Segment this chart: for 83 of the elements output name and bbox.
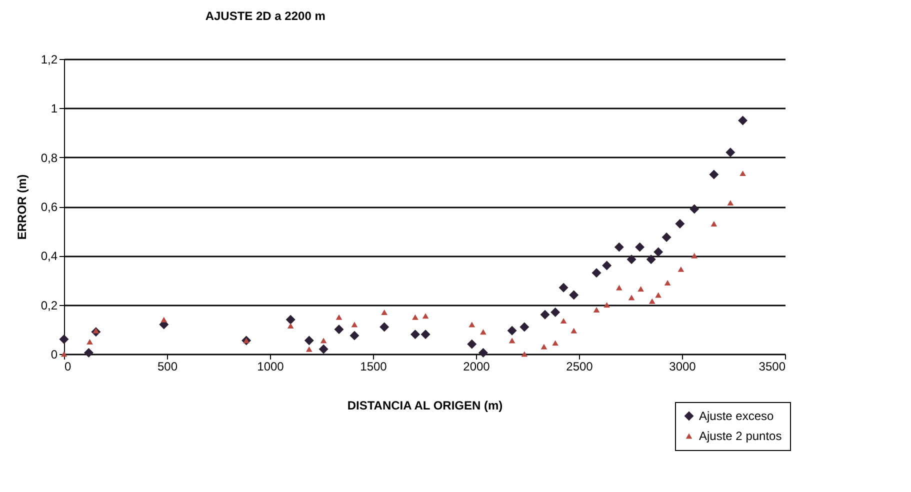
point — [648, 298, 656, 304]
point — [286, 314, 296, 324]
point — [550, 307, 560, 317]
point — [540, 310, 550, 320]
point — [420, 330, 430, 340]
point — [467, 339, 477, 349]
legend-label: Ajuste 2 puntos — [699, 429, 782, 443]
y-tick-label: 1,2 — [40, 52, 58, 66]
point — [570, 328, 578, 334]
x-tick-label: 2000 — [463, 360, 490, 374]
x-tick-label: 500 — [157, 360, 178, 374]
point — [306, 346, 312, 352]
point — [614, 242, 624, 252]
point — [86, 338, 93, 344]
point — [604, 302, 610, 308]
point — [478, 348, 488, 358]
point — [635, 242, 645, 252]
point — [412, 314, 418, 320]
point — [691, 252, 698, 258]
point — [626, 254, 636, 264]
point — [410, 330, 420, 340]
point — [468, 322, 476, 328]
point — [380, 322, 390, 332]
point — [334, 324, 344, 334]
point — [521, 351, 528, 357]
point — [160, 316, 168, 322]
point — [552, 340, 558, 346]
x-tick-label: 1000 — [257, 360, 284, 374]
point — [690, 204, 700, 214]
point — [92, 328, 100, 334]
y-tick-label: 0,6 — [40, 200, 58, 214]
legend-label: Ajuste exceso — [699, 409, 774, 423]
point — [84, 348, 94, 358]
point — [593, 307, 600, 312]
point — [350, 330, 360, 340]
x-tick-label: 3000 — [669, 360, 696, 374]
point — [569, 290, 579, 300]
point — [351, 322, 358, 328]
point — [709, 170, 719, 180]
point — [675, 218, 685, 228]
point — [59, 334, 69, 344]
y-axis-title: ERROR (m) — [14, 174, 29, 240]
y-tick-label: 0,4 — [40, 249, 58, 264]
y-tick-label: 0,8 — [40, 150, 58, 165]
x-tick-label: 0 — [64, 360, 72, 374]
point — [287, 322, 294, 328]
y-tick-label: 1 — [50, 102, 58, 116]
point — [560, 318, 567, 324]
point — [654, 247, 664, 257]
point — [304, 336, 314, 346]
point — [628, 294, 635, 300]
point — [664, 280, 671, 286]
point — [480, 329, 486, 335]
point — [592, 268, 602, 278]
point — [726, 148, 736, 158]
point — [738, 116, 748, 126]
x-tick-label: 3500 — [758, 360, 786, 374]
point — [336, 314, 342, 320]
point — [422, 313, 429, 319]
point — [318, 344, 328, 354]
x-axis-title: DISTANCIA AL ORIGEN (m) — [347, 398, 503, 412]
y-tick-label: 0 — [50, 348, 58, 362]
point — [616, 284, 622, 290]
point — [540, 344, 548, 350]
point — [602, 260, 612, 270]
point — [558, 282, 568, 292]
point — [740, 170, 746, 176]
chart-title: AJUSTE 2D a 2200 m — [205, 9, 326, 23]
point — [655, 292, 662, 298]
point — [520, 322, 530, 332]
point — [320, 338, 327, 344]
x-tick-label: 2500 — [566, 360, 594, 374]
point — [507, 326, 517, 336]
point — [678, 266, 684, 272]
x-tick-label: 1500 — [360, 360, 388, 374]
point — [381, 309, 388, 315]
y-tick-label: 0,2 — [40, 298, 58, 312]
point — [508, 338, 516, 344]
point — [710, 220, 718, 226]
point — [662, 232, 672, 242]
point — [646, 254, 656, 264]
point — [638, 286, 644, 292]
point — [727, 200, 734, 206]
